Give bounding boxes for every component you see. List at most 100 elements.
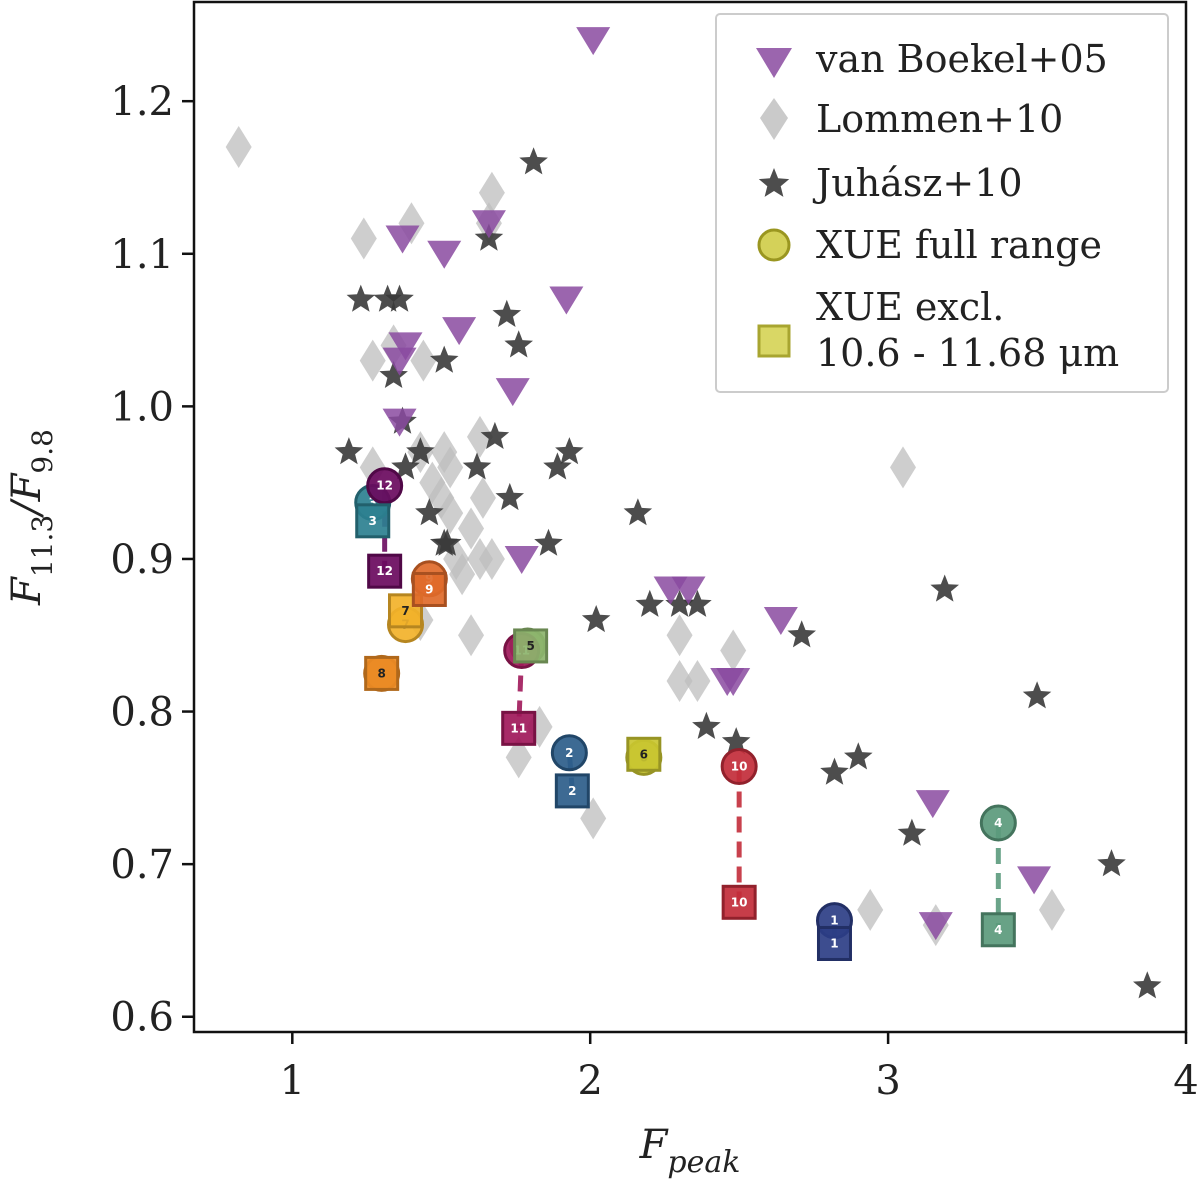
van-boekel-point (671, 576, 706, 605)
xue-point-label: 1 (830, 936, 838, 950)
van-boekel-point (918, 912, 953, 941)
juhasz-point (432, 528, 462, 556)
xue-point-label: 7 (401, 604, 409, 618)
legend-triangle-icon (756, 48, 792, 78)
lommen-point (458, 507, 485, 550)
lommen-point (437, 446, 464, 489)
svg-text:F11.3/F9.8: F11.3/F9.8 (4, 429, 59, 606)
lommen-point (478, 171, 505, 214)
xue-point-label: 5 (526, 639, 534, 653)
legend-label-xue-excl: XUE excl. (816, 285, 1004, 329)
xue-excl-point (816, 925, 852, 961)
lommen-point (666, 614, 693, 657)
juhasz-point (721, 727, 751, 755)
x-tick-label: 3 (875, 1058, 900, 1104)
lommen-point (359, 339, 386, 382)
lommen-point (857, 888, 884, 931)
x-tick-label: 2 (577, 1058, 602, 1104)
y-tick-label: 0.6 (110, 995, 174, 1041)
juhasz-point (555, 437, 584, 465)
juhasz-point (391, 452, 420, 480)
juhasz-point (930, 574, 959, 602)
juhasz-point (406, 437, 435, 465)
lommen-point (469, 476, 496, 519)
juhasz-point (683, 589, 712, 617)
xue-excl-point (626, 736, 662, 772)
plot-frame (192, 0, 1188, 1034)
xue-excl-point (367, 553, 403, 589)
van-boekel-point (471, 210, 506, 239)
van-boekel-point (915, 790, 950, 819)
van-boekel-point (504, 545, 539, 574)
van-boekel-point (385, 225, 420, 254)
juhasz-point (543, 452, 572, 480)
y-tick-label: 0.8 (110, 690, 174, 736)
lommen-point (458, 614, 485, 657)
xue-point-label: 2 (565, 746, 573, 760)
juhasz-point (495, 482, 524, 511)
xue-point-label: 4 (994, 816, 1002, 830)
legend-label-lommen: Lommen+10 (816, 97, 1063, 141)
juhasz-point (897, 818, 927, 846)
xue-point-label: 4 (994, 923, 1002, 937)
xue-point-label: 12 (376, 564, 393, 578)
van-boekel-point (382, 408, 417, 437)
juhasz-point (635, 589, 664, 617)
van-boekel-point (388, 332, 423, 361)
juhasz-point (787, 620, 816, 648)
juhasz-point (820, 757, 849, 785)
van-boekel-point (442, 317, 477, 346)
juhasz-point (844, 742, 873, 770)
xue-point-label: 12 (376, 479, 393, 493)
y-tick-label: 0.9 (110, 537, 174, 583)
legend-entry-xue-excl: XUE excl. 10.6 - 11.68 μm (757, 285, 1119, 375)
y-tick-label: 0.7 (110, 842, 174, 888)
xue-full-point (979, 804, 1017, 842)
x-axis: 1 2 3 4 (280, 1032, 1199, 1104)
juhasz-point (334, 437, 364, 465)
juhasz-point (1133, 971, 1162, 999)
van-boekel-series (382, 27, 1052, 941)
xue-excl-point (355, 503, 391, 539)
lommen-point (466, 537, 493, 580)
juhasz-point (385, 284, 414, 312)
y-axis-title: F11.3/F9.8 (4, 429, 59, 606)
y-axis: 0.6 0.7 0.8 0.9 1.0 1.1 1.2 (110, 79, 194, 1041)
xue-point-label: 10 (731, 895, 748, 909)
xue-full-point (366, 467, 404, 505)
juhasz-point (665, 589, 694, 617)
juhasz-point (346, 284, 376, 312)
legend: van Boekel+05 Lommen+10 Juhász+10 XUE fu… (715, 13, 1169, 393)
lommen-point (437, 492, 464, 535)
juhasz-point (623, 498, 653, 526)
van-boekel-point (495, 378, 530, 407)
juhasz-series (334, 147, 1162, 999)
xue-excl-point (721, 884, 757, 920)
juhasz-point (692, 711, 721, 739)
xue-excl-point (501, 710, 537, 746)
legend-entry-lommen: Lommen+10 (760, 97, 1063, 141)
juhasz-point (480, 421, 510, 449)
legend-entry-xue-full: XUE full range (757, 223, 1102, 267)
juhasz-point (519, 147, 548, 175)
legend-circle-icon (757, 228, 791, 262)
x-axis-title: Fpeak (639, 1122, 741, 1180)
juhasz-point (534, 528, 563, 556)
juhasz-point (379, 360, 408, 388)
lommen-point (505, 736, 532, 779)
xue-excl-point (364, 655, 400, 691)
xue-point-label: 10 (731, 759, 748, 773)
xue-point-label: 1 (830, 914, 838, 928)
y-tick-label: 1.2 (110, 79, 174, 125)
xue-point-label: 3 (369, 496, 377, 510)
lommen-point (350, 217, 377, 260)
xue-point-label: 9 (425, 582, 433, 596)
juhasz-point (415, 498, 444, 526)
juhasz-point (373, 284, 402, 312)
van-boekel-point (716, 668, 751, 697)
van-boekel-point (576, 27, 611, 56)
lommen-point (449, 553, 476, 596)
xue-point-label: 11 (510, 721, 527, 735)
van-boekel-point (763, 607, 798, 635)
